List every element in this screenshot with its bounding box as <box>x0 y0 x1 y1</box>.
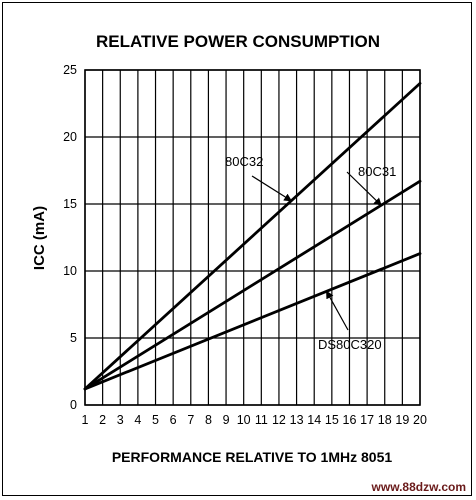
x-axis-title: PERFORMANCE RELATIVE TO 1MHz 8051 <box>112 449 393 465</box>
x-tick-label: 18 <box>378 413 392 427</box>
watermark-text: www.88dzw.com <box>371 480 466 494</box>
x-tick-label: 17 <box>360 413 374 427</box>
x-ticks: 1 2 3 4 5 6 7 8 9 10 11 12 13 14 15 16 17 18 19 20 <box>82 413 427 427</box>
x-tick-label: 6 <box>170 413 177 427</box>
x-tick-label: 19 <box>395 413 409 427</box>
series-label: DS80C320 <box>318 337 382 352</box>
series-line <box>83 82 422 391</box>
series-lines <box>83 82 422 391</box>
x-tick-label: 4 <box>134 413 141 427</box>
y-tick-label: 20 <box>63 130 77 144</box>
series-label: 80C32 <box>225 154 263 169</box>
plot-border <box>84 69 421 406</box>
series-line <box>83 252 422 391</box>
x-tick-label: 12 <box>272 413 286 427</box>
y-tick-label: 0 <box>70 398 77 412</box>
x-tick-label: 9 <box>223 413 230 427</box>
x-tick-label: 11 <box>255 413 268 427</box>
series-line <box>83 179 422 391</box>
x-tick-label: 1 <box>82 413 89 427</box>
x-tick-label: 2 <box>99 413 106 427</box>
x-tick-label: 5 <box>152 413 159 427</box>
x-tick-label: 10 <box>237 413 251 427</box>
chart-frame <box>2 2 472 496</box>
x-tick-label: 16 <box>343 413 357 427</box>
y-tick-label: 15 <box>63 197 77 211</box>
x-tick-label: 14 <box>307 413 321 427</box>
y-tick-label: 10 <box>63 264 77 278</box>
grid <box>84 69 421 406</box>
y-tick-label: 5 <box>70 331 77 345</box>
annotations: 80C32 80C31 DS80C320 <box>225 154 396 352</box>
annotation-arrow <box>346 171 382 206</box>
annotation-arrow <box>251 175 293 202</box>
x-tick-label: 3 <box>117 413 124 427</box>
x-tick-label: 15 <box>325 413 339 427</box>
annotation-arrow <box>326 290 349 331</box>
y-ticks: 0 5 10 15 20 25 <box>63 63 77 412</box>
x-tick-label: 8 <box>205 413 212 427</box>
x-tick-label: 7 <box>187 413 194 427</box>
x-tick-label: 20 <box>413 413 427 427</box>
y-tick-label: 25 <box>63 63 77 77</box>
chart-title: RELATIVE POWER CONSUMPTION <box>96 32 380 51</box>
y-axis-title: ICC (mA) <box>31 206 48 270</box>
series-label: 80C31 <box>358 164 396 179</box>
x-tick-label: 13 <box>290 413 304 427</box>
